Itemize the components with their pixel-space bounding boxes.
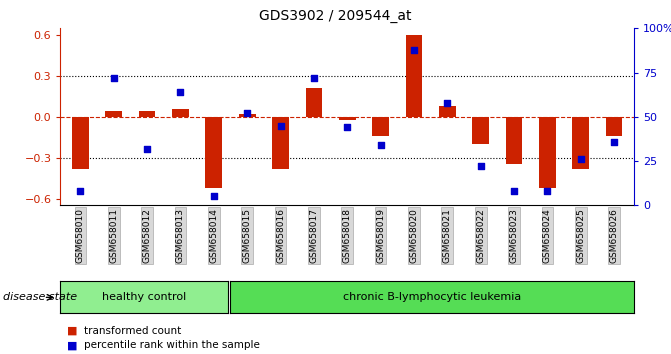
- Text: disease state: disease state: [3, 292, 77, 302]
- Point: [209, 194, 219, 199]
- Point: [242, 110, 252, 116]
- Bar: [272, 117, 289, 169]
- Bar: [172, 109, 189, 117]
- Point: [342, 125, 353, 130]
- Bar: [439, 106, 456, 117]
- Text: transformed count: transformed count: [84, 326, 181, 336]
- Point: [442, 100, 453, 105]
- Bar: [606, 117, 623, 136]
- Text: chronic B-lymphocytic leukemia: chronic B-lymphocytic leukemia: [343, 292, 521, 302]
- Bar: [339, 117, 356, 120]
- Bar: [539, 117, 556, 188]
- Text: ■: ■: [67, 340, 78, 350]
- Text: healthy control: healthy control: [102, 292, 187, 302]
- Bar: [372, 117, 389, 136]
- Text: ■: ■: [67, 326, 78, 336]
- Point: [275, 123, 286, 129]
- Point: [409, 47, 419, 52]
- Bar: [105, 112, 122, 117]
- Point: [475, 164, 486, 169]
- Bar: [472, 117, 489, 144]
- Point: [109, 75, 119, 81]
- Bar: [239, 114, 256, 117]
- Point: [375, 142, 386, 148]
- Bar: [506, 117, 522, 165]
- Text: percentile rank within the sample: percentile rank within the sample: [84, 340, 260, 350]
- Bar: [72, 117, 89, 169]
- Point: [609, 139, 619, 144]
- Point: [175, 89, 186, 95]
- Bar: [139, 112, 156, 117]
- Point: [509, 188, 519, 194]
- Point: [542, 188, 553, 194]
- Text: GDS3902 / 209544_at: GDS3902 / 209544_at: [259, 9, 412, 23]
- Point: [75, 188, 86, 194]
- Point: [142, 146, 152, 152]
- Bar: [405, 35, 422, 117]
- Bar: [572, 117, 589, 169]
- Point: [309, 75, 319, 81]
- Bar: [305, 88, 322, 117]
- Point: [575, 156, 586, 162]
- Bar: [205, 117, 222, 188]
